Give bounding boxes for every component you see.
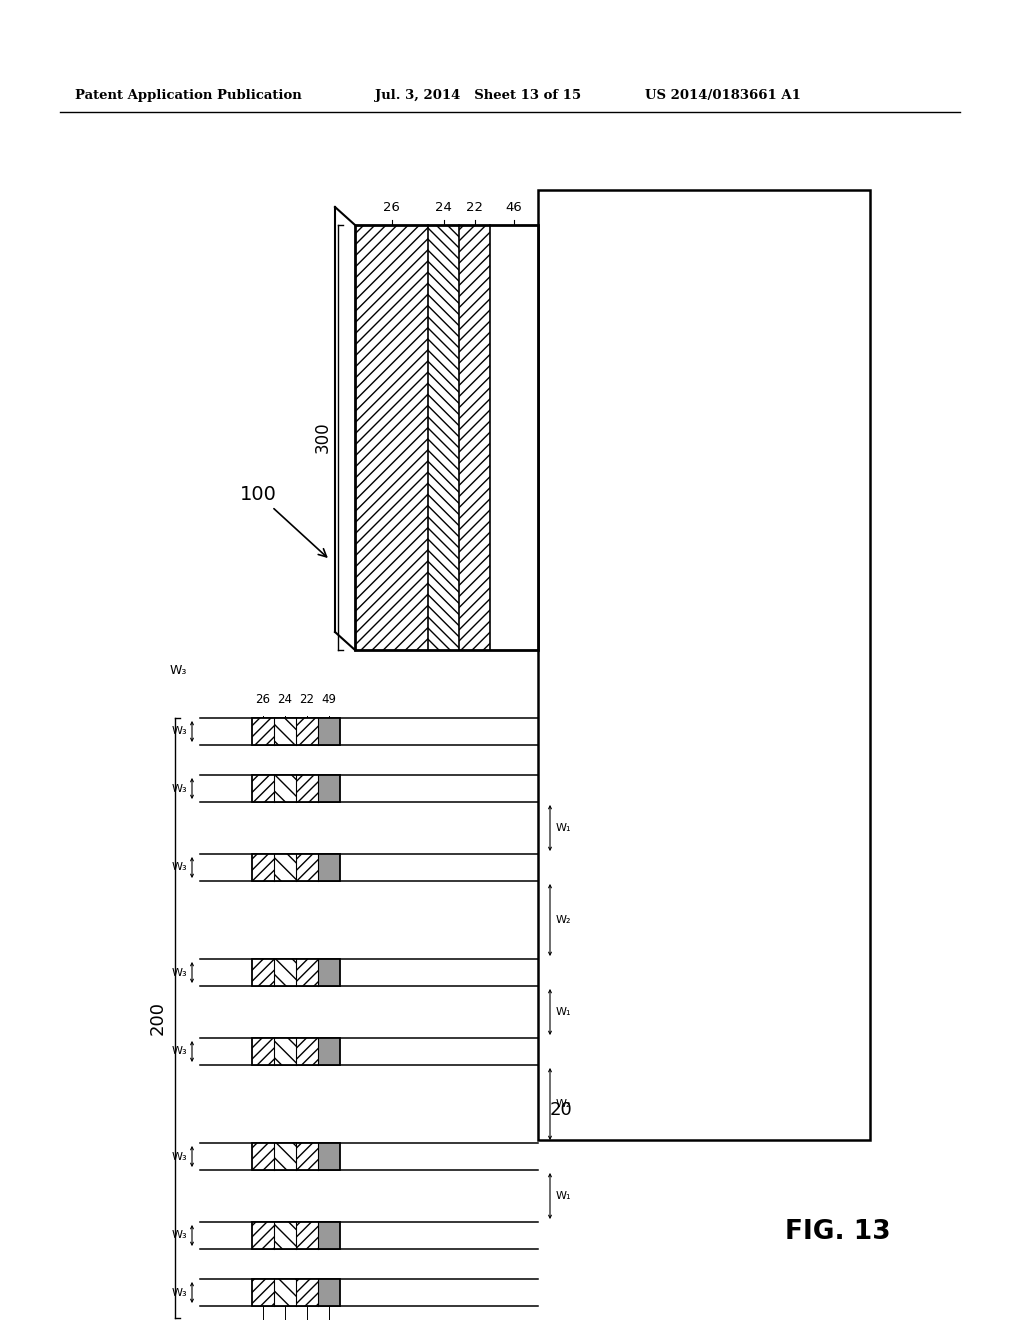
Bar bbox=[296, 1038, 318, 1065]
Bar bbox=[274, 854, 296, 880]
Bar bbox=[252, 1222, 340, 1249]
Bar bbox=[274, 718, 296, 744]
Bar bbox=[318, 1222, 340, 1249]
Bar bbox=[318, 718, 340, 744]
Bar bbox=[296, 854, 318, 880]
Bar bbox=[460, 224, 490, 649]
Bar bbox=[252, 1279, 274, 1305]
Text: W₃: W₃ bbox=[171, 1230, 187, 1241]
Text: W₃: W₃ bbox=[171, 1047, 187, 1056]
Bar bbox=[538, 190, 870, 1140]
Bar bbox=[296, 1279, 318, 1305]
Bar bbox=[274, 775, 296, 803]
Bar bbox=[252, 1038, 340, 1065]
Text: W₃: W₃ bbox=[171, 726, 187, 737]
Text: US 2014/0183661 A1: US 2014/0183661 A1 bbox=[645, 88, 801, 102]
Text: 22: 22 bbox=[466, 201, 483, 214]
Text: W₃: W₃ bbox=[171, 968, 187, 978]
Text: W₃: W₃ bbox=[171, 862, 187, 873]
Bar bbox=[252, 960, 274, 986]
Bar bbox=[428, 224, 460, 649]
Bar bbox=[355, 224, 538, 649]
Bar bbox=[318, 775, 340, 803]
Bar bbox=[274, 1222, 296, 1249]
Bar bbox=[318, 854, 340, 880]
Bar bbox=[252, 1143, 274, 1170]
Bar bbox=[252, 775, 340, 803]
Text: W₂: W₂ bbox=[556, 915, 571, 925]
Text: 49: 49 bbox=[322, 693, 337, 706]
Text: 200: 200 bbox=[150, 1001, 167, 1035]
Bar bbox=[252, 718, 274, 744]
Bar bbox=[355, 224, 428, 649]
Bar bbox=[296, 718, 318, 744]
Bar bbox=[318, 1038, 340, 1065]
Text: W₁: W₁ bbox=[556, 1007, 571, 1016]
Bar bbox=[274, 960, 296, 986]
Bar bbox=[252, 1279, 340, 1305]
Bar bbox=[296, 1222, 318, 1249]
Bar bbox=[252, 960, 340, 986]
Text: FIG. 13: FIG. 13 bbox=[785, 1218, 891, 1245]
Text: W₃: W₃ bbox=[171, 1287, 187, 1298]
Text: Patent Application Publication: Patent Application Publication bbox=[75, 88, 302, 102]
Bar bbox=[318, 960, 340, 986]
Bar bbox=[252, 1222, 274, 1249]
Text: 300: 300 bbox=[314, 421, 332, 453]
Text: W₁: W₁ bbox=[556, 1191, 571, 1201]
Text: 46: 46 bbox=[506, 201, 522, 214]
Text: W₃: W₃ bbox=[171, 1151, 187, 1162]
Text: W₃: W₃ bbox=[171, 784, 187, 793]
Text: 24: 24 bbox=[278, 693, 293, 706]
Text: 26: 26 bbox=[383, 201, 400, 214]
Bar bbox=[252, 854, 340, 880]
Bar bbox=[274, 1038, 296, 1065]
Bar bbox=[318, 1143, 340, 1170]
Bar bbox=[252, 854, 274, 880]
Text: W₃: W₃ bbox=[170, 664, 187, 676]
Bar bbox=[318, 1279, 340, 1305]
Bar bbox=[296, 960, 318, 986]
Text: Jul. 3, 2014   Sheet 13 of 15: Jul. 3, 2014 Sheet 13 of 15 bbox=[375, 88, 582, 102]
Text: 20: 20 bbox=[550, 1101, 572, 1119]
Text: 100: 100 bbox=[240, 484, 327, 557]
Bar bbox=[296, 1143, 318, 1170]
Bar bbox=[274, 1143, 296, 1170]
Bar bbox=[252, 718, 340, 744]
Text: 24: 24 bbox=[435, 201, 453, 214]
Bar bbox=[296, 775, 318, 803]
Bar bbox=[274, 1279, 296, 1305]
Bar bbox=[252, 1143, 340, 1170]
Text: 26: 26 bbox=[256, 693, 270, 706]
Text: W₂: W₂ bbox=[556, 1100, 571, 1109]
Bar bbox=[252, 1038, 274, 1065]
Bar bbox=[490, 224, 538, 649]
Text: 22: 22 bbox=[299, 693, 314, 706]
Text: W₁: W₁ bbox=[556, 822, 571, 833]
Bar bbox=[252, 775, 274, 803]
